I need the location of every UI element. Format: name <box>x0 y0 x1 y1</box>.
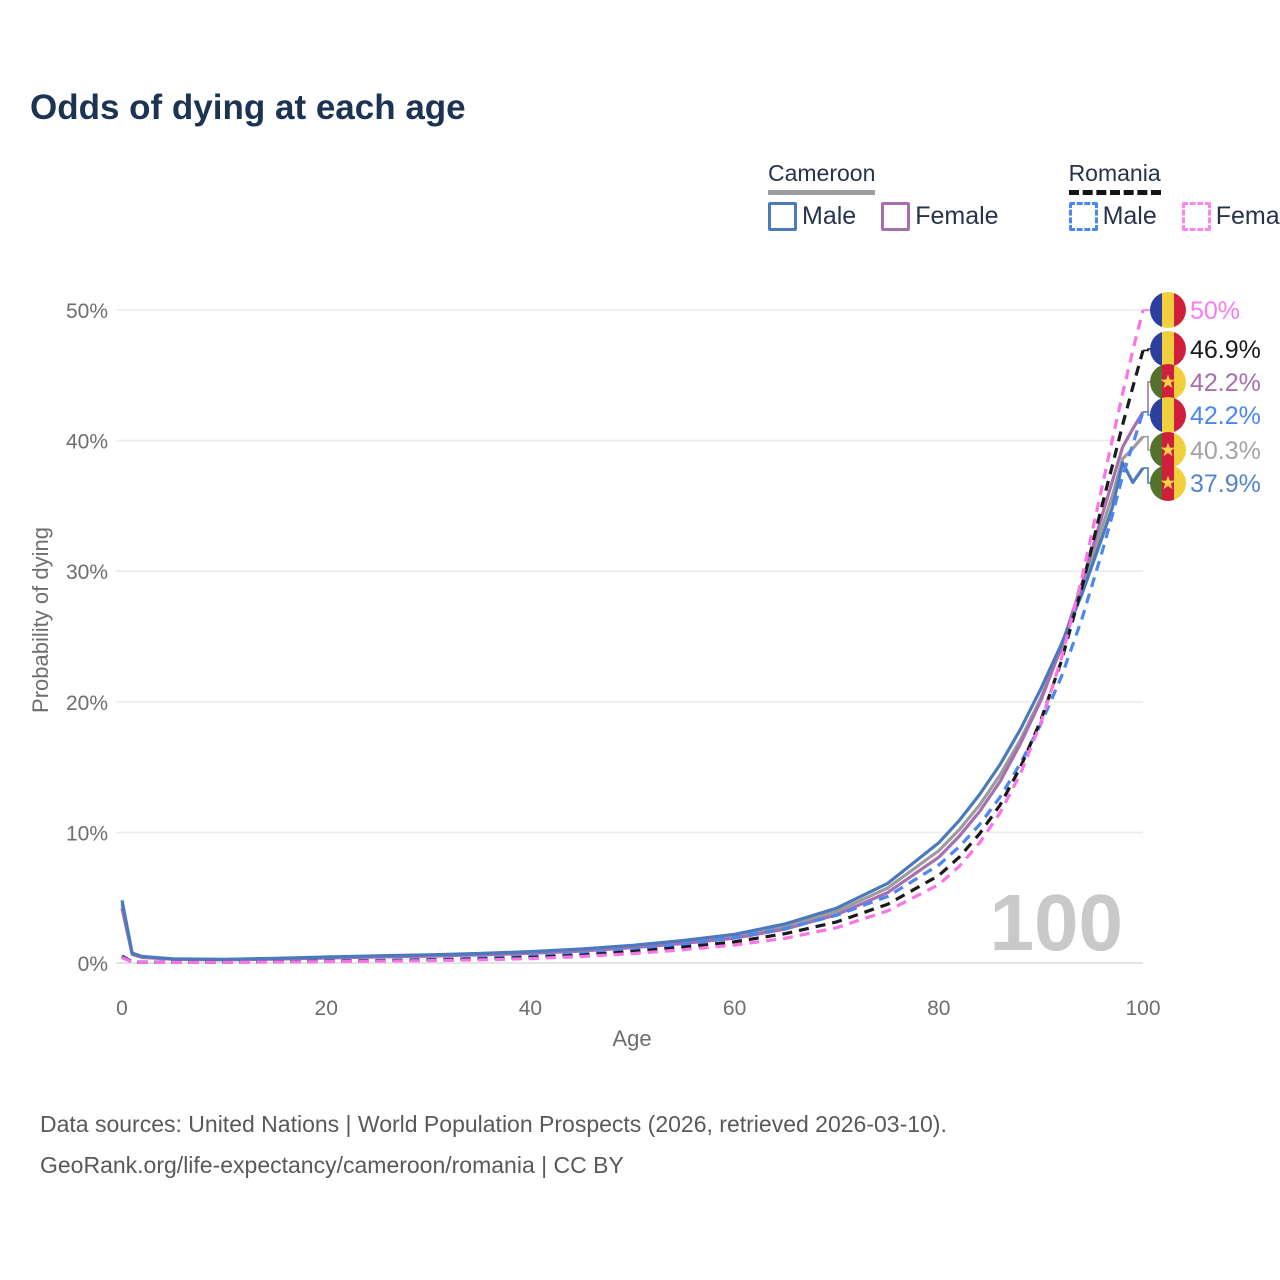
end-labels: 50% 46.9% 42.2% 42.2% 40.3% 37.9% <box>1143 292 1261 501</box>
legend-country-romania: Romania <box>1068 160 1161 195</box>
x-tick-0: 0 <box>116 997 128 1020</box>
end-label-cm_male: 37.9% <box>1190 470 1261 498</box>
y-tick-20%: 20% <box>66 692 108 715</box>
y-tick-50%: 50% <box>66 300 108 323</box>
axis-ticks: 0% 10% 20% 30% 40% 50% 0 20 40 60 80 100 <box>66 300 1161 1020</box>
legend-label-cameroon-female: Female <box>915 202 999 230</box>
footer-data-sources: Data sources: United Nations | World Pop… <box>40 1111 947 1137</box>
flag-icon-cameroon <box>1150 432 1186 468</box>
end-label-ro_male: 42.2% <box>1190 402 1261 430</box>
legend-label-romania-female: Female <box>1215 202 1280 230</box>
end-connector-cm_male <box>1143 467 1151 484</box>
x-tick-60: 60 <box>723 997 746 1020</box>
y-tick-10%: 10% <box>66 822 108 845</box>
flag-icon-romania <box>1150 397 1186 433</box>
page-title: Odds of dying at each age <box>30 88 466 127</box>
legend-swatch-cameroon-female[interactable] <box>881 202 911 231</box>
end-label-ro_female: 50% <box>1190 297 1240 325</box>
end-label-cm_all: 40.3% <box>1190 437 1261 465</box>
series-line-ro_female <box>121 309 1145 964</box>
legend: Cameroon Male Female Romania Male Female <box>768 160 1280 231</box>
flag-icon-cameroon <box>1150 465 1186 501</box>
y-tick-0%: 0% <box>78 953 108 976</box>
series-line-cm_male <box>120 461 1145 961</box>
legend-label-romania-male: Male <box>1102 202 1157 230</box>
legend-swatch-cameroon-male[interactable] <box>768 202 797 231</box>
end-connector-ro_all <box>1143 348 1151 352</box>
legend-country-cameroon: Cameroon <box>768 160 876 195</box>
legend-group-cameroon: Cameroon Male Female <box>768 160 1019 231</box>
y-tick-40%: 40% <box>66 431 108 454</box>
end-label-cm_female: 42.2% <box>1190 369 1261 397</box>
flag-icon-romania <box>1150 331 1186 367</box>
flag-icon-romania <box>1150 292 1186 328</box>
legend-swatch-romania-male[interactable] <box>1068 202 1098 231</box>
legend-row-cameroon: Male Female <box>768 202 1019 231</box>
footer-attribution: GeoRank.org/life-expectancy/cameroon/rom… <box>40 1152 624 1178</box>
x-tick-100: 100 <box>1125 997 1160 1020</box>
end-connector-ro_male <box>1143 411 1151 416</box>
series-line-ro_all <box>121 350 1145 964</box>
y-tick-30%: 30% <box>66 561 108 584</box>
x-tick-80: 80 <box>927 997 950 1020</box>
legend-label-cameroon-male: Male <box>802 202 857 230</box>
series-lines <box>120 309 1145 964</box>
x-axis-title: Age <box>612 1026 651 1051</box>
legend-group-romania: Romania Male Female <box>1068 160 1280 231</box>
legend-swatch-romania-female[interactable] <box>1181 202 1211 231</box>
end-connector-cm_all <box>1143 435 1151 451</box>
flag-icon-cameroon <box>1150 364 1186 400</box>
legend-row-romania: Male Female <box>1068 202 1280 231</box>
footer: Data sources: United Nations | World Pop… <box>40 1104 947 1186</box>
end-connector-cm_female <box>1143 381 1151 413</box>
end-label-ro_all: 46.9% <box>1190 336 1261 364</box>
gridlines <box>116 309 1143 964</box>
x-tick-20: 20 <box>315 997 338 1020</box>
x-tick-40: 40 <box>519 997 542 1020</box>
watermark-age-100: 100 <box>990 878 1123 967</box>
y-axis-title: Probability of dying <box>28 527 53 713</box>
